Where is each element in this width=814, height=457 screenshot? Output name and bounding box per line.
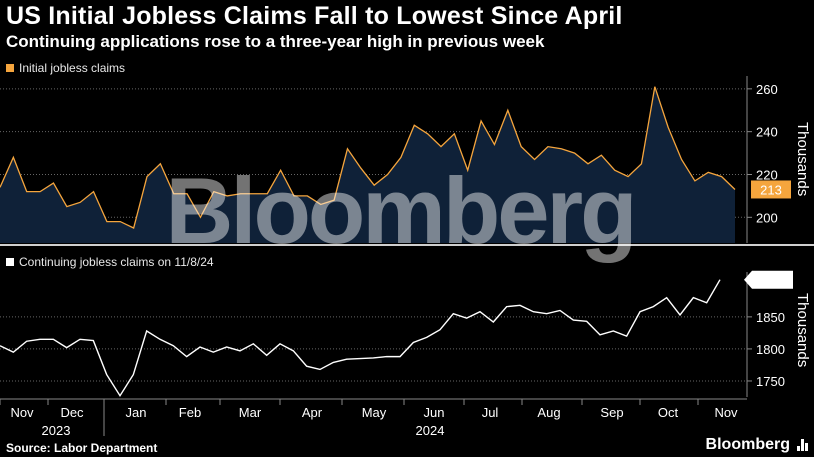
- bottom-y-tick-label: 1800: [756, 342, 785, 357]
- x-month-label: Nov: [10, 405, 34, 420]
- brand-logo: Bloomberg: [706, 436, 808, 454]
- chart-title: US Initial Jobless Claims Fall to Lowest…: [6, 2, 623, 30]
- initial-claims-area: [0, 86, 735, 243]
- bottom-y-tick-label: 1750: [756, 374, 785, 389]
- continuing-latest-badge: [744, 270, 793, 289]
- top-y-tick-label: 260: [756, 82, 778, 97]
- x-year-label: 2023: [42, 423, 71, 438]
- x-month-label: Feb: [179, 405, 201, 420]
- top-y-tick-label: 240: [756, 125, 778, 140]
- chart-subtitle: Continuing applications rose to a three-…: [6, 32, 545, 51]
- x-month-label: May: [362, 405, 387, 420]
- x-month-label: Oct: [658, 405, 679, 420]
- top-y-axis-title: Thousands: [794, 122, 811, 196]
- x-month-label: Nov: [714, 405, 738, 420]
- bottom-y-axis-title: Thousands: [794, 293, 811, 367]
- top-y-tick-label: 220: [756, 167, 778, 182]
- x-month-label: Apr: [302, 405, 323, 420]
- continuing-claims-line: [0, 279, 721, 398]
- watermark-text: Bloomberg: [165, 158, 634, 263]
- x-month-label: Jan: [126, 405, 147, 420]
- bottom-y-tick-label: 1850: [756, 310, 785, 325]
- x-month-label: Aug: [537, 405, 560, 420]
- legend-continuing: Continuing jobless claims on 11/8/24: [6, 255, 214, 269]
- x-month-label: Dec: [60, 405, 84, 420]
- legend-initial: Initial jobless claims: [6, 61, 125, 75]
- legend-initial-swatch: [6, 64, 14, 72]
- x-month-label: Jul: [482, 405, 499, 420]
- x-month-label: Jun: [424, 405, 445, 420]
- legend-continuing-swatch: [6, 258, 14, 266]
- x-month-label: Mar: [239, 405, 262, 420]
- brand-name: Bloomberg: [705, 436, 790, 453]
- brand-bars-icon: [796, 439, 808, 451]
- initial-latest-value: 213: [760, 182, 782, 197]
- legend-initial-label: Initial jobless claims: [19, 61, 126, 75]
- initial-claims-line: [0, 86, 736, 229]
- continuing-latest-value: 1908: [759, 273, 788, 288]
- initial-latest-badge: [751, 180, 791, 199]
- top-y-tick-label: 200: [756, 210, 778, 225]
- x-month-label: Sep: [600, 405, 623, 420]
- source-note: Source: Labor Department: [6, 441, 158, 455]
- x-year-label: 2024: [416, 423, 445, 438]
- legend-continuing-label: Continuing jobless claims on 11/8/24: [19, 255, 214, 269]
